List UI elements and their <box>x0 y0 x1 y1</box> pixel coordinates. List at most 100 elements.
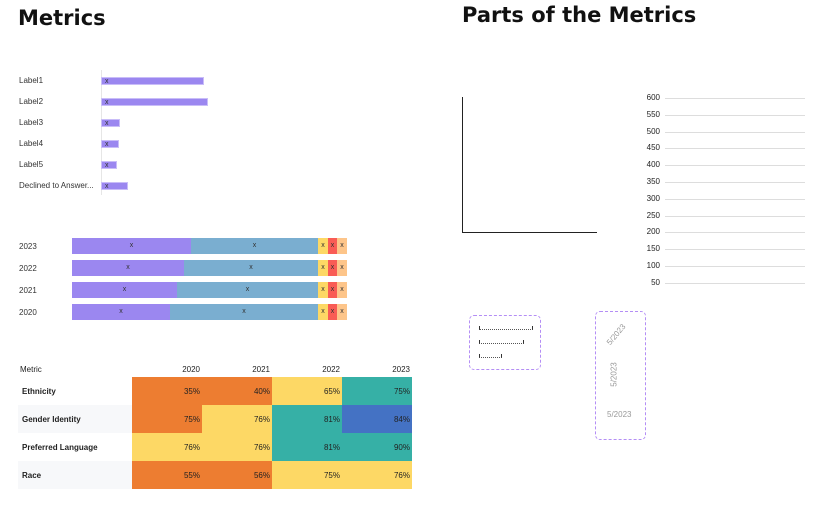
bar: x <box>101 140 119 148</box>
bar-segment: x <box>72 282 177 298</box>
metrics-title: Metrics <box>18 6 106 30</box>
year-label: 2020 <box>19 308 37 317</box>
y-tick-label: 600 <box>646 93 660 102</box>
gridline <box>665 249 805 251</box>
heatmap-cell: 75% <box>132 405 202 433</box>
table-row: Preferred Language 76% 76% 81% 90% <box>18 433 412 461</box>
bar-segment: x <box>72 238 191 254</box>
bar-segment: x <box>177 282 318 298</box>
tick-row <box>479 354 502 358</box>
bar: x <box>101 161 117 169</box>
heatmap-cell: 56% <box>202 461 272 489</box>
bar-segment: x <box>72 260 184 276</box>
gridline <box>665 198 805 200</box>
y-tick-label: 500 <box>646 126 660 136</box>
y-tick-label: 350 <box>646 177 660 186</box>
bar-segment: x <box>184 260 318 276</box>
heatmap-cell: 81% <box>272 433 342 461</box>
y-tick-label: 100 <box>646 261 660 270</box>
metric-name: Race <box>22 470 42 480</box>
bar: x <box>101 77 204 85</box>
bar-segment: x <box>328 304 337 320</box>
gridline <box>665 215 805 217</box>
tick-marks-box <box>469 315 541 370</box>
gridline <box>665 165 805 167</box>
year-label: 2023 <box>19 242 37 251</box>
y-axis-line <box>462 97 463 233</box>
heatmap-table: Metric 2020 2021 2022 2023 Ethnicity 35% 40% 65%… <box>18 362 412 489</box>
bar-segment: x <box>337 260 347 276</box>
table-row: Ethnicity 35% 40% 65% 75% <box>18 377 412 405</box>
heatmap-cell: 76% <box>202 433 272 461</box>
bar: x <box>101 182 128 190</box>
heatmap-cell: 90% <box>342 433 412 461</box>
heatmap-cell: 75% <box>342 377 412 405</box>
column-header: 2021 <box>252 365 270 374</box>
heatmap-cell: 75% <box>272 461 342 489</box>
heatmap-cell: 81% <box>272 405 342 433</box>
heatmap-cell: 84% <box>342 405 412 433</box>
bar-segment: x <box>328 238 337 254</box>
bar: x <box>101 119 120 127</box>
column-header: Metric <box>20 365 42 374</box>
heatmap-cell: 35% <box>132 377 202 405</box>
date-labels-box: 5/2023 5/2023 5/2023 <box>595 311 646 440</box>
heatmap-cell: 76% <box>342 461 412 489</box>
tick-row <box>479 340 524 344</box>
y-tick-label: 50 <box>651 277 660 287</box>
table-row: Gender Identity 75% 76% 81% 84% <box>18 405 412 433</box>
gridline <box>665 266 805 267</box>
y-tick-label: 250 <box>646 210 660 220</box>
bar-label: Label4 <box>19 139 44 148</box>
year-label: 2021 <box>19 286 37 295</box>
table-row: Race 55% 56% 75% 76% <box>18 461 412 489</box>
date-label-vertical: 5/2023 <box>609 362 619 387</box>
heatmap-cell: 65% <box>272 377 342 405</box>
metric-name: Gender Identity <box>22 414 81 424</box>
bar-label: Label2 <box>19 97 44 106</box>
bar-segment: x <box>318 238 328 254</box>
heatmap-cell: 55% <box>132 461 202 489</box>
y-tick-label: 550 <box>646 109 660 119</box>
gridline <box>665 148 805 150</box>
bar-segment: x <box>318 282 328 298</box>
y-tick-label: 200 <box>646 227 660 237</box>
metric-name: Preferred Language <box>22 442 98 452</box>
gridline <box>665 131 805 133</box>
gridline <box>665 114 805 116</box>
bar: x <box>101 98 208 106</box>
gridline <box>665 282 805 284</box>
bar-label: Label3 <box>19 118 44 127</box>
bar-segment: x <box>191 238 318 254</box>
heatmap-cell: 40% <box>202 377 272 405</box>
column-header: 2020 <box>182 365 200 374</box>
bar-segment: x <box>337 238 347 254</box>
column-header: 2023 <box>392 365 410 374</box>
bar-segment: x <box>318 260 328 276</box>
year-label: 2022 <box>19 264 37 273</box>
y-tick-label: 400 <box>646 160 660 170</box>
bar-label: Label1 <box>19 76 44 85</box>
date-label-horizontal: 5/2023 <box>607 410 632 419</box>
heatmap-cell: 76% <box>202 405 272 433</box>
y-tick-label: 450 <box>646 143 660 153</box>
bar-segment: x <box>170 304 318 320</box>
x-axis-line <box>462 232 597 233</box>
tick-row <box>479 326 533 330</box>
bar-segment: x <box>337 304 347 320</box>
bar-axis <box>101 70 102 195</box>
bar-label: Declined to Answer... <box>19 181 94 190</box>
bar-segment: x <box>328 260 337 276</box>
y-tick-label: 150 <box>646 244 660 254</box>
bar-segment: x <box>328 282 337 298</box>
y-tick-label: 300 <box>646 193 660 203</box>
date-label-diagonal: 5/2023 <box>604 322 628 347</box>
gridline <box>665 182 805 183</box>
bar-segment: x <box>337 282 347 298</box>
metric-name: Ethnicity <box>22 386 56 396</box>
column-header: 2022 <box>322 365 340 374</box>
